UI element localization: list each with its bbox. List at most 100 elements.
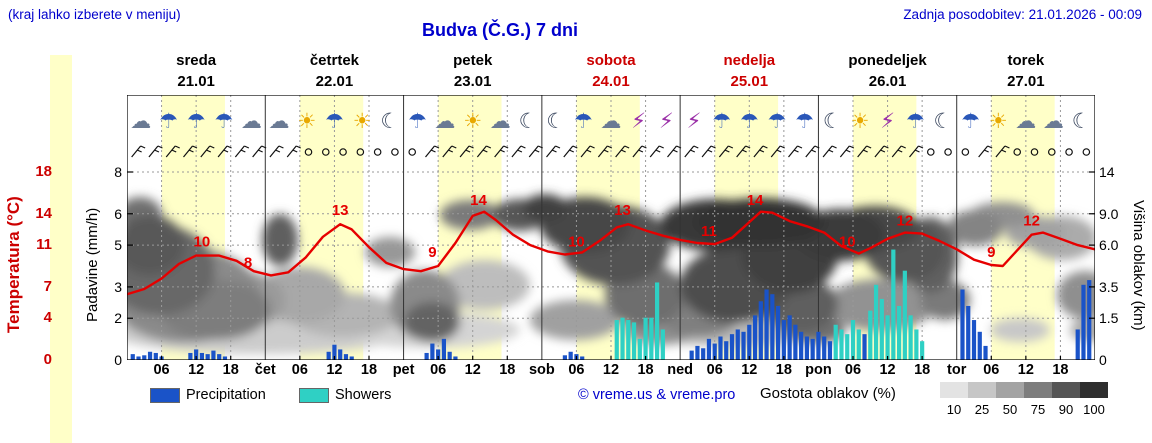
day-header: nedelja 25.01 xyxy=(680,50,818,94)
temperature-value: 8 xyxy=(244,254,252,271)
credit-link[interactable]: © vreme.us & vreme.pro xyxy=(578,387,736,403)
precipitation-legend-label: Precipitation xyxy=(186,387,266,403)
day-date: 23.01 xyxy=(453,73,492,90)
day-name: torek xyxy=(1007,52,1045,69)
cloud-density-scale xyxy=(940,382,1108,398)
page-title: Budva (Č.G.) 7 dni xyxy=(421,20,578,40)
day-header: ponedeljek 26.01 xyxy=(818,50,956,94)
storm-icon: ⚡ xyxy=(659,109,674,133)
precip-tick: 8 xyxy=(114,164,122,180)
cloud-axis-title: Višina oblakov (km) xyxy=(1130,199,1147,331)
hour-label: 12 xyxy=(188,362,205,378)
cloud-icon: ☁ xyxy=(1043,109,1064,133)
hour-label: 18 xyxy=(499,362,516,378)
hour-label: 06 xyxy=(844,362,862,378)
hour-label: 12 xyxy=(741,362,758,378)
hour-label: 12 xyxy=(879,362,896,378)
hour-label: 06 xyxy=(291,362,308,378)
storm-icon: ⚡ xyxy=(880,109,895,133)
cloud-height-tick: 1.5 xyxy=(1099,310,1119,327)
day-date: 26.01 xyxy=(868,73,907,90)
hour-label: 06 xyxy=(430,362,447,378)
temperature-value: 9 xyxy=(428,244,436,261)
hour-label: 18 xyxy=(360,362,378,378)
day-abbrev-label: tor xyxy=(947,362,967,378)
scale-label: 100 xyxy=(1083,402,1105,417)
scale-label: 90 xyxy=(1058,402,1074,417)
sun-icon: ☀ xyxy=(463,109,482,133)
temperature-tick: 0 xyxy=(43,351,52,368)
precip-tick: 3 xyxy=(114,278,122,295)
rain-icon: ☂ xyxy=(187,109,206,133)
rain-icon: ☂ xyxy=(408,109,427,133)
cloud-icon: ☁ xyxy=(1015,109,1036,133)
precip-tick: 6 xyxy=(114,205,122,222)
day-date: 27.01 xyxy=(1007,73,1045,90)
temperature-value: 13 xyxy=(614,202,631,219)
left-accent-strip xyxy=(50,55,72,443)
moon-icon: ☾ xyxy=(1072,109,1091,133)
moon-icon: ☾ xyxy=(380,109,399,133)
hour-label: 18 xyxy=(914,362,931,378)
rain-icon: ☂ xyxy=(961,109,980,133)
cloud-height-tick: 9.0 xyxy=(1099,205,1119,222)
scale-label: 25 xyxy=(974,402,990,417)
hour-label: 06 xyxy=(568,362,585,378)
rain-icon: ☂ xyxy=(214,109,233,133)
day-name: nedelja xyxy=(723,52,776,69)
day-date: 24.01 xyxy=(592,73,630,90)
day-date: 21.01 xyxy=(177,73,215,90)
temperature-tick: 14 xyxy=(35,204,52,222)
scale-segment xyxy=(940,382,968,398)
rain-icon: ☂ xyxy=(795,109,814,133)
day-separators xyxy=(264,95,958,360)
cloud-height-tick: 6.0 xyxy=(1099,237,1119,254)
cloud-icon: ☁ xyxy=(435,109,456,133)
temperature-line xyxy=(127,210,1095,296)
precip-tick: 0 xyxy=(114,352,122,368)
moon-icon: ☾ xyxy=(933,109,952,133)
temperature-value: 14 xyxy=(470,192,487,209)
day-header: sreda 21.01 xyxy=(127,50,265,94)
gridlines xyxy=(127,95,1095,360)
day-name: petek xyxy=(453,52,493,69)
hour-label: 12 xyxy=(326,362,343,378)
hour-label: 18 xyxy=(775,362,792,378)
day-abbrev-label: sob xyxy=(528,362,555,378)
precipitation-swatch xyxy=(150,388,180,403)
hour-label: 18 xyxy=(222,362,239,378)
day-name: ponedeljek xyxy=(848,52,927,69)
meteogram-plot: 10 8 13 9 14 10 13 11 14 10 12 9 12 ☁ ☂ ☂ ☂ ☁ ☁ ☀ ☂ ☀ ☾ ☂ ☁ ☀ ☁ ☾ ☾ ☂… xyxy=(127,95,1095,360)
cloud-height-tick: 0 xyxy=(1099,352,1107,368)
last-update: Zadnja posodobitev: 21.01.2026 - 00:09 xyxy=(903,7,1142,22)
temperature-tick: 4 xyxy=(43,309,52,327)
moon-icon: ☾ xyxy=(519,109,538,133)
day-name: četrtek xyxy=(309,52,360,69)
temperature-tick: 18 xyxy=(35,163,52,180)
cloud-icon: ☁ xyxy=(241,109,262,133)
temperature-tick: 11 xyxy=(36,236,52,254)
day-abbrev-label: čet xyxy=(254,362,276,378)
rain-icon: ☂ xyxy=(159,109,178,133)
hour-label: 12 xyxy=(602,362,620,378)
rain-icon: ☂ xyxy=(712,109,731,133)
scale-segment xyxy=(1080,382,1108,398)
scale-segment xyxy=(996,382,1024,398)
day-name: sobota xyxy=(586,52,636,69)
day-header: četrtek 22.01 xyxy=(265,50,403,94)
hour-label: 06 xyxy=(153,362,170,378)
temperature-tick: 7 xyxy=(43,277,52,295)
sun-icon: ☀ xyxy=(851,109,870,133)
rain-icon: ☂ xyxy=(325,109,344,133)
day-abbrev-label: ned xyxy=(667,362,694,378)
hour-label: 18 xyxy=(637,362,654,378)
scale-segment xyxy=(968,382,996,398)
sun-icon: ☀ xyxy=(989,109,1008,133)
precipitation-bars xyxy=(130,249,1092,360)
moon-icon: ☾ xyxy=(546,109,565,133)
temperature-value: 10 xyxy=(194,234,211,251)
rain-icon: ☂ xyxy=(906,109,925,133)
cloud-icon: ☁ xyxy=(490,109,511,133)
showers-legend-label: Showers xyxy=(335,387,392,403)
temperature-value: 14 xyxy=(747,192,764,209)
